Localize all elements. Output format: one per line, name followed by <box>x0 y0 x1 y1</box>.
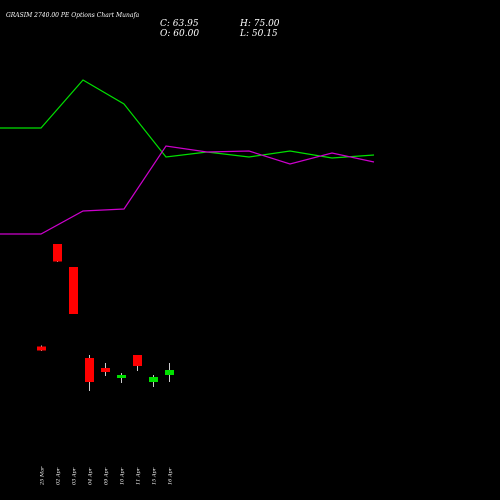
chart-title: GRASIM 2740.00 PE Options Chart Munafa <box>6 12 140 19</box>
candle-body <box>133 355 142 366</box>
ohlc-close: C: 63.95 <box>160 19 199 29</box>
indicator-line-2 <box>0 145 375 235</box>
x-tick-label: 15 Apr <box>152 467 158 485</box>
x-tick-label: 10 Apr <box>120 467 126 485</box>
ohlc-low-value: 50.15 <box>251 29 278 39</box>
ohlc-open-label: O: <box>160 29 174 39</box>
x-tick-label: 11 Apr <box>136 467 142 485</box>
ohlc-open-value: 60.00 <box>173 29 200 39</box>
candle-body <box>53 244 62 262</box>
candle-body <box>69 267 78 314</box>
ohlc-close-value: 63.95 <box>172 19 199 29</box>
ohlc-high-label: H: <box>240 19 254 29</box>
ohlc-high: H: 75.00 <box>240 19 280 29</box>
candle-body <box>149 377 158 382</box>
ohlc-open: O: 60.00 <box>160 29 199 39</box>
candle-body <box>101 368 110 372</box>
candle-body <box>37 346 46 351</box>
candle-body <box>117 375 126 378</box>
x-tick-label: 09 Apr <box>104 467 110 485</box>
indicator-line-1 <box>0 79 375 159</box>
x-tick-label: 25 Mar <box>40 466 46 486</box>
ohlc-low: L: 50.15 <box>240 29 278 39</box>
ohlc-high-value: 75.00 <box>253 19 280 29</box>
ohlc-close-label: C: <box>160 19 173 29</box>
candle-body <box>165 370 174 375</box>
ohlc-low-label: L: <box>240 29 252 39</box>
x-tick-label: 03 Apr <box>72 467 78 485</box>
x-tick-label: 04 Apr <box>88 467 94 485</box>
candle-body <box>85 358 94 382</box>
x-tick-label: 16 Apr <box>168 467 174 485</box>
x-tick-label: 02 Apr <box>56 467 62 485</box>
